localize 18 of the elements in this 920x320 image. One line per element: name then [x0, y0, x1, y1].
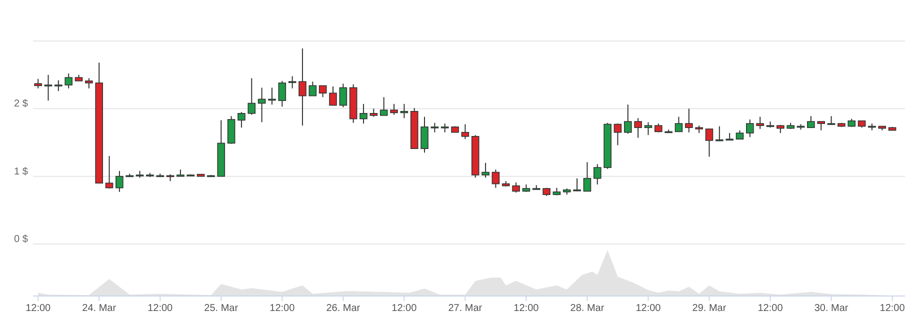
x-tick-label: 12:00: [392, 303, 418, 314]
x-tick-label: 12:00: [270, 303, 296, 314]
x-tick-label: 28. Mar: [570, 303, 605, 314]
x-tick-label: 12:00: [758, 303, 784, 314]
x-tick-label: 30. Mar: [814, 303, 849, 314]
x-tick-label: 12:00: [514, 303, 540, 314]
y-tick-label: 1 $: [14, 166, 28, 178]
x-tick-label: 27. Mar: [448, 303, 483, 314]
x-tick-label: 12:00: [880, 303, 906, 314]
x-tick-label: 24. Mar: [82, 303, 117, 314]
x-tick-label: 12:00: [148, 303, 174, 314]
x-tick-label: 29. Mar: [692, 303, 727, 314]
x-tick-label: 25. Mar: [204, 303, 239, 314]
y-tick-label: 0 $: [14, 234, 28, 245]
y-tick-label: 2 $: [14, 98, 28, 110]
x-tick-label: 26. Mar: [326, 303, 361, 314]
x-tick-label: 12:00: [636, 303, 662, 314]
x-tick-label: 12:00: [26, 303, 52, 314]
